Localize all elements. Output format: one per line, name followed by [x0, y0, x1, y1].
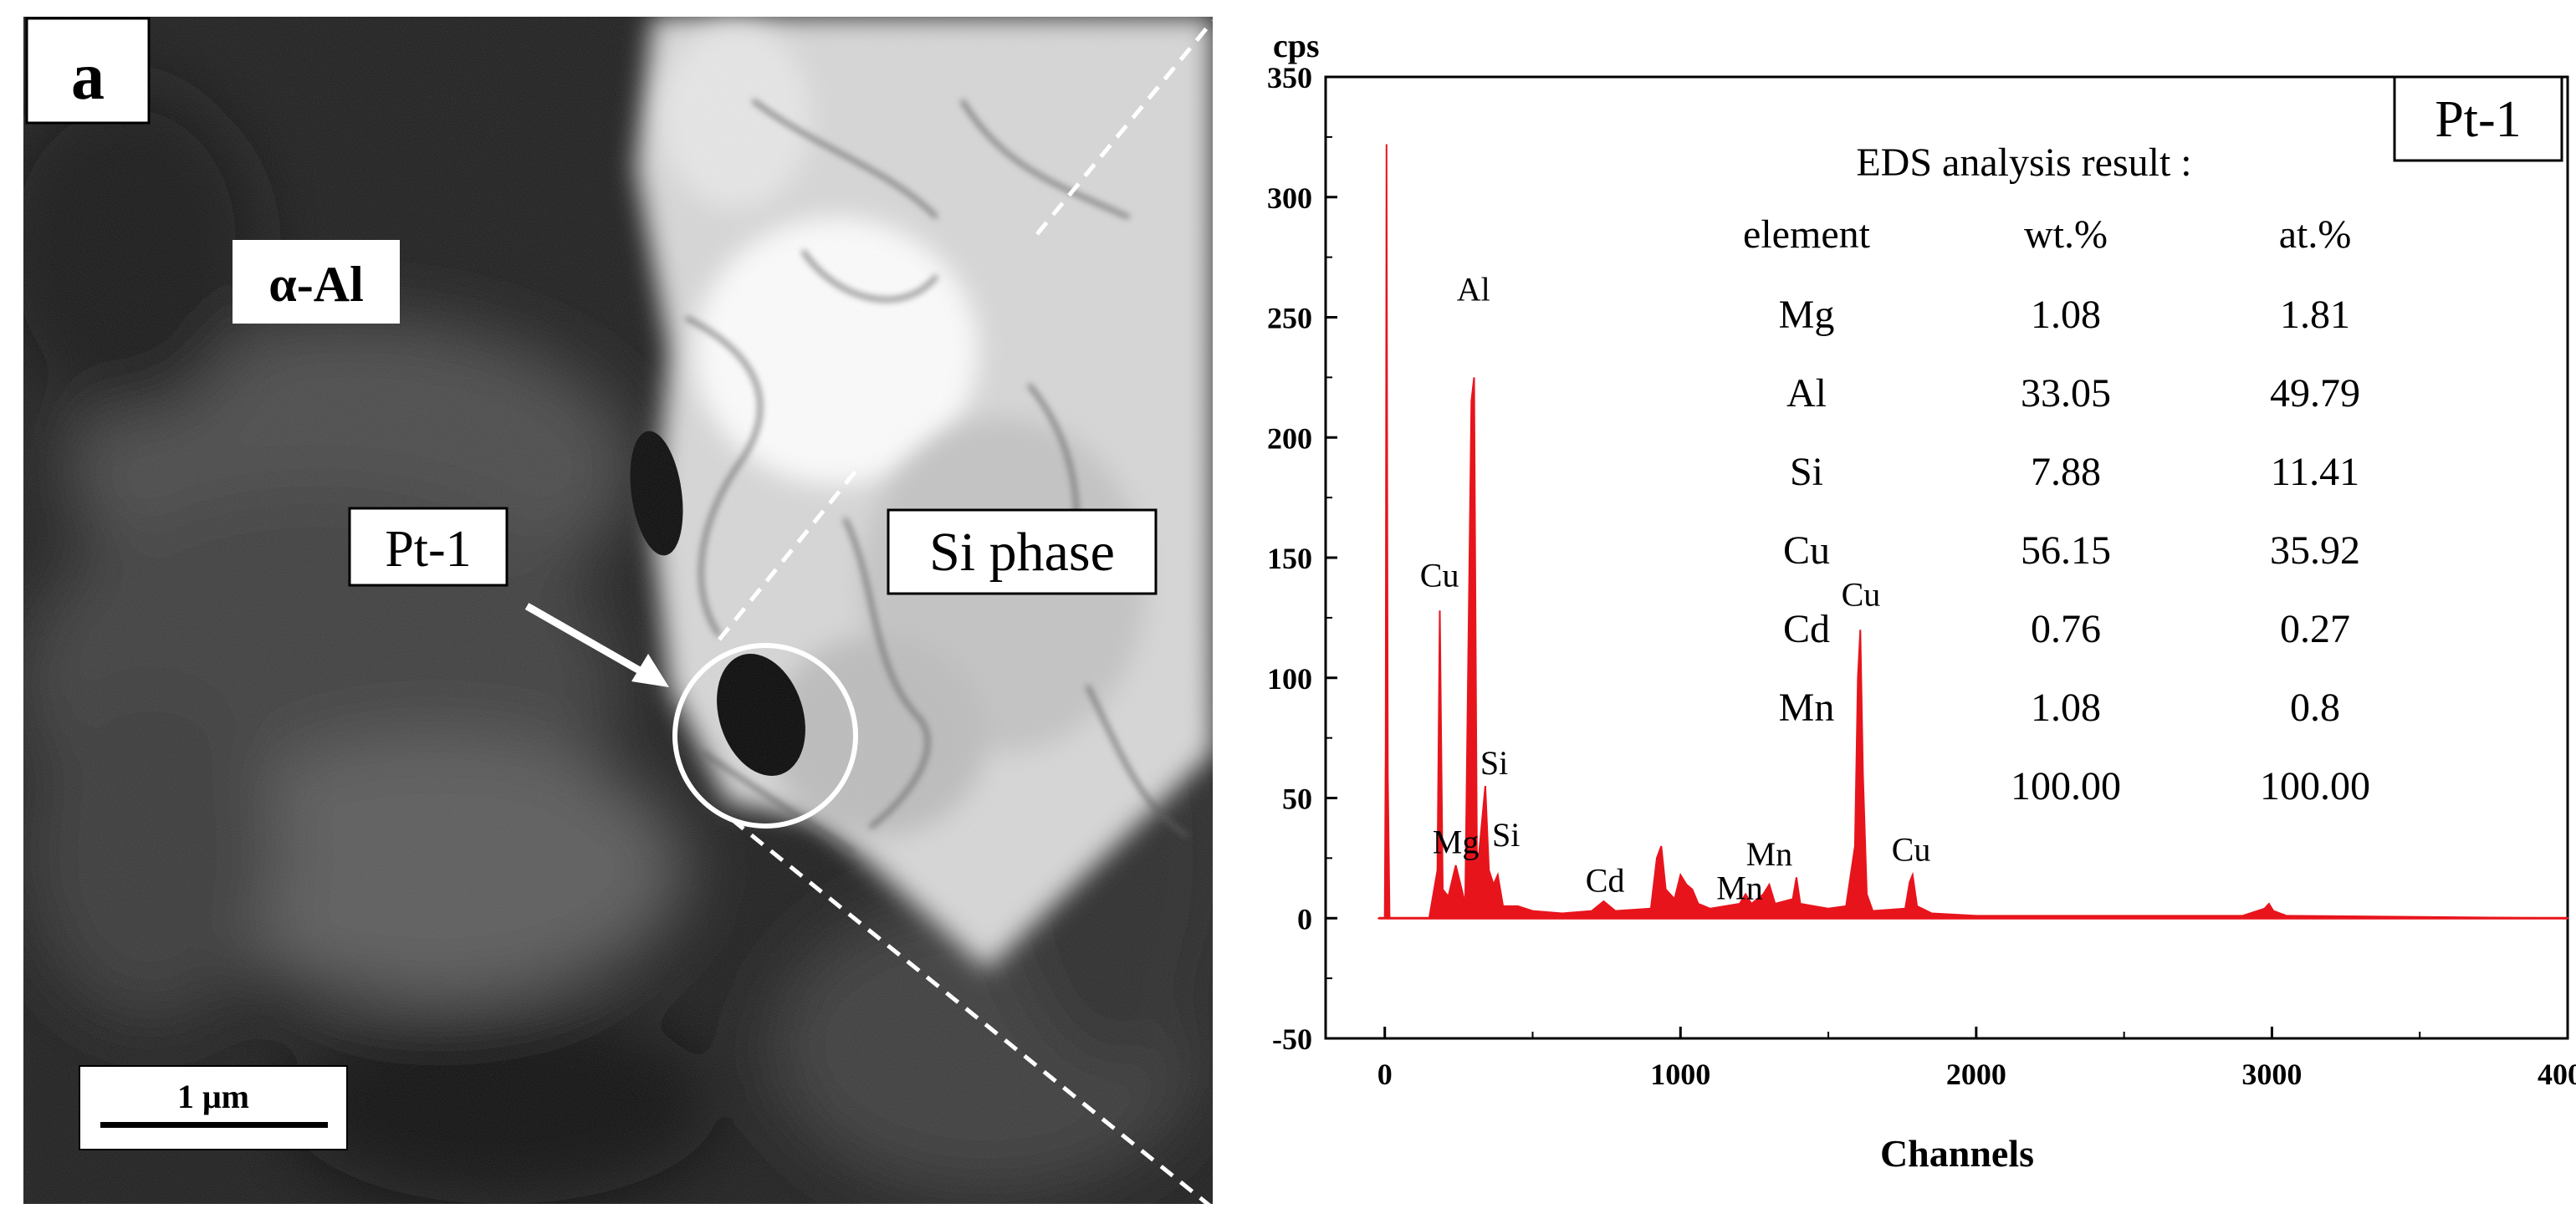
table-cell: 35.92 — [2270, 528, 2360, 573]
table-title: EDS analysis result : — [1856, 140, 2191, 185]
table-cell: 49.79 — [2270, 371, 2360, 416]
panel-label: a — [71, 40, 105, 114]
grain-texture — [23, 17, 1213, 1204]
x-tick-label: 1000 — [1650, 1058, 1710, 1091]
x-tick-label: 2000 — [1946, 1058, 2006, 1091]
x-tick-label: 3000 — [2241, 1058, 2302, 1091]
peak-label-si: Si — [1492, 816, 1520, 854]
table-cell: 11.41 — [2271, 450, 2359, 494]
table-cell: 1.08 — [2031, 293, 2101, 337]
spectrum-series — [1377, 144, 2568, 920]
peak-label-mn: Mn — [1746, 835, 1793, 873]
y-tick-label: 200 — [1267, 421, 1312, 455]
table-header: wt.% — [2024, 212, 2108, 257]
peak-label-si: Si — [1480, 744, 1508, 782]
phase-boundary-lines — [718, 19, 1214, 1210]
table-cell: Cu — [1783, 528, 1830, 573]
table-cell: 56.15 — [2021, 528, 2111, 573]
peak-label-mn: Mn — [1716, 869, 1763, 906]
table-cell: Al — [1786, 371, 1827, 416]
peak-label-cu: Cu — [1892, 830, 1931, 868]
table-cell: 0.76 — [2031, 607, 2101, 651]
peak-label-cu: Cu — [1420, 557, 1459, 594]
table-header: element — [1743, 212, 1871, 257]
table-cell: Mg — [1779, 293, 1835, 337]
phase-label-box: Si phase — [887, 508, 1158, 595]
table-cell: 1.08 — [2031, 686, 2101, 730]
table-cell: Si — [1790, 450, 1823, 494]
axis-ticks: -50 0 50 100 150 200 250 300 350 0 1000 2000 3000 400… — [1267, 61, 2576, 1091]
scale-bar-line — [100, 1122, 328, 1128]
scale-bar: 1 μm — [79, 1065, 348, 1150]
y-tick-label: 150 — [1267, 542, 1312, 575]
spectrum-area — [1377, 144, 2568, 920]
table-cell: 0.27 — [2280, 607, 2350, 651]
table-cell: Mn — [1779, 686, 1835, 730]
table-cell: 100.00 — [2011, 764, 2121, 808]
table-cell: 0.8 — [2290, 686, 2340, 730]
eds-table: EDS analysis result : element wt.% at.% Mg 1.… — [1743, 140, 2370, 808]
table-cell: 1.81 — [2280, 293, 2350, 337]
table-cell: Cd — [1783, 607, 1830, 651]
x-tick-label: 4000 — [2538, 1058, 2576, 1091]
chart-axes — [1324, 75, 2569, 1040]
peak-label-cd: Cd — [1586, 862, 1625, 900]
peak-label-mg: Mg — [1433, 824, 1480, 861]
x-axis-label: Channels — [1880, 1132, 2034, 1175]
point-label: Pt-1 — [385, 521, 471, 578]
y-tick-label: 50 — [1282, 783, 1312, 816]
point-box-label: Pt-1 — [2435, 91, 2521, 148]
point-box: Pt-1 — [2393, 75, 2563, 162]
y-tick-label: 350 — [1267, 61, 1312, 94]
matrix-label-box: α-Al — [233, 240, 400, 324]
x-tick-label: 0 — [1377, 1058, 1393, 1091]
pt-1-arrow-icon — [524, 603, 669, 687]
peak-label-cu: Cu — [1842, 576, 1881, 614]
panel-label-box: a — [25, 17, 151, 125]
table-cell: 33.05 — [2021, 371, 2111, 416]
y-tick-label: 250 — [1267, 302, 1312, 335]
plot-frame — [1324, 75, 2569, 1040]
y-tick-label: 300 — [1267, 181, 1312, 215]
y-tick-label: 0 — [1297, 902, 1312, 936]
tem-micrograph: a α-Al Pt-1 Si phase 1 μm — [23, 17, 1214, 1210]
matrix-label: α-Al — [268, 257, 363, 312]
table-header: at.% — [2279, 212, 2352, 257]
phase-label: Si phase — [929, 522, 1115, 583]
eds-spectrum-chart: -50 0 50 100 150 200 250 300 350 0 1000 2000 3000 400… — [1267, 27, 2576, 1175]
pt-1-marker-circle — [672, 643, 858, 829]
scale-bar-text: 1 μm — [177, 1078, 249, 1115]
table-cell: 100.00 — [2260, 764, 2370, 808]
y-axis-label: cps — [1273, 27, 1320, 64]
y-tick-label: 100 — [1267, 662, 1312, 696]
table-cell: 7.88 — [2031, 450, 2101, 494]
peak-label-al: Al — [1457, 270, 1490, 308]
y-tick-label: -50 — [1272, 1022, 1312, 1056]
point-label-box: Pt-1 — [348, 507, 509, 587]
